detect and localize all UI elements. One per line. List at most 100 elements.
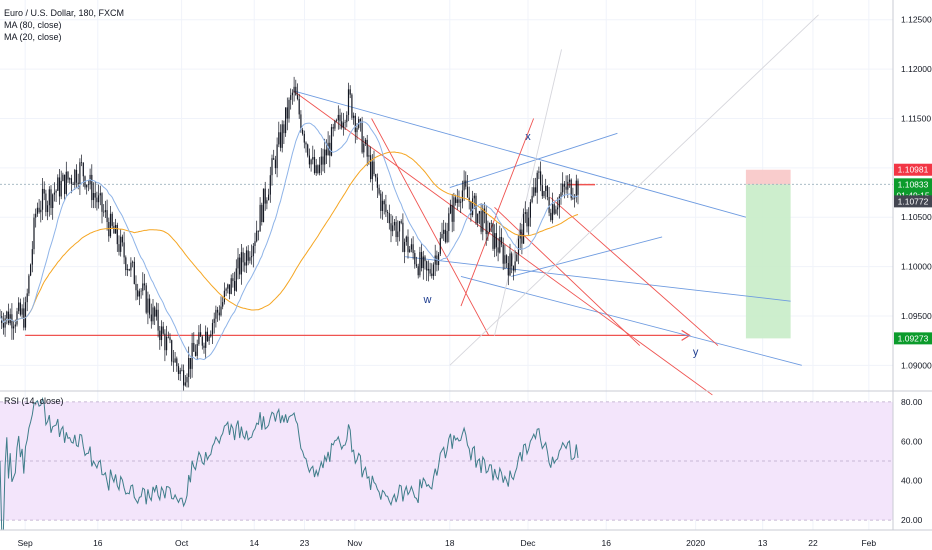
candle-body — [160, 326, 163, 341]
time-tick-label: 2020 — [686, 538, 705, 548]
candle-body — [519, 229, 521, 239]
candle-body — [130, 262, 132, 271]
price-tick-label: 1.10000 — [901, 262, 932, 272]
wave-label-y: y — [693, 346, 699, 358]
candle-body — [279, 132, 282, 148]
mini-channel-upper — [449, 132, 618, 189]
candle-body — [164, 333, 166, 351]
candle-body — [405, 236, 407, 242]
candle-body — [74, 169, 76, 185]
candle-body — [540, 171, 542, 186]
candle-body — [480, 211, 482, 232]
candle-body — [334, 120, 336, 129]
candle-body — [276, 144, 278, 169]
time-tick-label: 13 — [758, 538, 768, 548]
candle-body — [19, 302, 21, 315]
candle-body — [400, 221, 402, 223]
candle-body — [247, 250, 249, 261]
candle-body — [123, 242, 125, 258]
candle-body — [373, 161, 375, 175]
candle-body — [205, 331, 207, 348]
candle-body — [473, 195, 475, 199]
candle-body — [392, 225, 394, 232]
candle-body — [259, 204, 261, 232]
time-tick-label: Nov — [347, 538, 363, 548]
candle-body — [465, 180, 467, 187]
candle-body — [359, 119, 361, 122]
candle-body — [565, 186, 567, 190]
price-tick-label: 1.11500 — [901, 113, 931, 123]
candle-body — [417, 266, 419, 276]
candle-body — [184, 382, 186, 386]
candle-body — [375, 174, 377, 178]
candle-body — [506, 255, 508, 264]
candle-body — [431, 273, 433, 276]
candle-body — [135, 284, 137, 291]
candle-body — [99, 193, 101, 196]
candle-body — [295, 86, 297, 96]
candle-body — [94, 193, 96, 198]
candle-body — [458, 199, 460, 203]
ma80-legend: MA (80, close) — [4, 20, 62, 30]
candle-body — [62, 174, 64, 181]
candle-body — [517, 238, 520, 255]
candle-body — [489, 222, 491, 232]
candle-body — [198, 332, 200, 345]
candle-body — [101, 193, 103, 212]
candle-body — [96, 197, 98, 203]
candle-body — [523, 214, 525, 244]
candle-body — [543, 190, 545, 197]
candle-body — [69, 178, 71, 180]
gray-fan-line-2 — [494, 49, 562, 336]
candle-body — [171, 340, 173, 362]
candle-body — [235, 268, 237, 291]
candle-body — [285, 107, 287, 134]
candle-body — [271, 158, 273, 176]
candle-body — [497, 247, 499, 253]
price-badge-bg — [894, 163, 932, 176]
candle-body — [461, 190, 463, 202]
candle-body — [87, 184, 89, 185]
rsi-tick-label: 40.00 — [901, 476, 923, 486]
candle-body — [254, 241, 256, 246]
candle-body — [60, 180, 62, 197]
candle-body — [24, 302, 27, 328]
candle-body — [274, 159, 276, 169]
candle-body — [514, 261, 516, 271]
candle-body — [138, 291, 140, 297]
candle-body — [53, 192, 55, 195]
candle-body — [118, 244, 120, 252]
candle-body — [273, 158, 275, 160]
candle-body — [215, 309, 217, 319]
candle-body — [393, 221, 395, 226]
candle-body — [342, 122, 344, 128]
candle-body — [568, 179, 571, 182]
candle-body — [325, 149, 327, 156]
candle-body — [206, 331, 208, 341]
candle-body — [18, 302, 20, 312]
candle-body — [371, 161, 373, 180]
candle-body — [48, 189, 50, 206]
candle-body — [541, 185, 543, 197]
price-badge-label: 1.10833 — [898, 179, 929, 189]
candle-body — [356, 127, 358, 133]
time-tick-label: Dec — [520, 538, 536, 548]
candle-body — [220, 306, 222, 316]
candle-body — [388, 213, 390, 224]
candle-body — [6, 311, 8, 319]
candle-body — [327, 142, 329, 156]
candle-body — [412, 244, 414, 254]
candle-body — [555, 209, 557, 214]
candle-body — [545, 185, 547, 191]
candle-body — [455, 197, 457, 203]
candle-body — [262, 188, 265, 223]
candle-body — [353, 115, 355, 118]
symbol-title: Euro / U.S. Dollar, 180, FXCM — [4, 8, 125, 18]
candle-body — [13, 326, 15, 329]
candle-body — [230, 278, 232, 294]
candle-body — [546, 185, 548, 198]
candle-body — [140, 290, 142, 292]
candle-body — [296, 95, 299, 100]
candle-body — [575, 180, 577, 197]
